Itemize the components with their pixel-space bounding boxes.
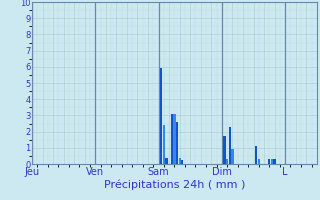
Bar xyxy=(229,127,231,164)
Bar xyxy=(258,159,260,164)
Bar xyxy=(160,68,162,164)
Bar xyxy=(271,159,273,164)
Bar xyxy=(268,159,270,164)
Bar xyxy=(223,136,226,164)
Bar xyxy=(171,114,173,164)
Bar xyxy=(163,125,165,164)
Bar xyxy=(231,149,234,164)
X-axis label: Précipitations 24h ( mm ): Précipitations 24h ( mm ) xyxy=(104,180,245,190)
Bar xyxy=(173,114,176,164)
Bar xyxy=(176,122,178,164)
Bar xyxy=(226,159,228,164)
Bar xyxy=(274,159,276,164)
Bar xyxy=(181,160,183,164)
Bar xyxy=(179,158,181,164)
Bar xyxy=(255,146,257,164)
Bar xyxy=(165,158,168,164)
